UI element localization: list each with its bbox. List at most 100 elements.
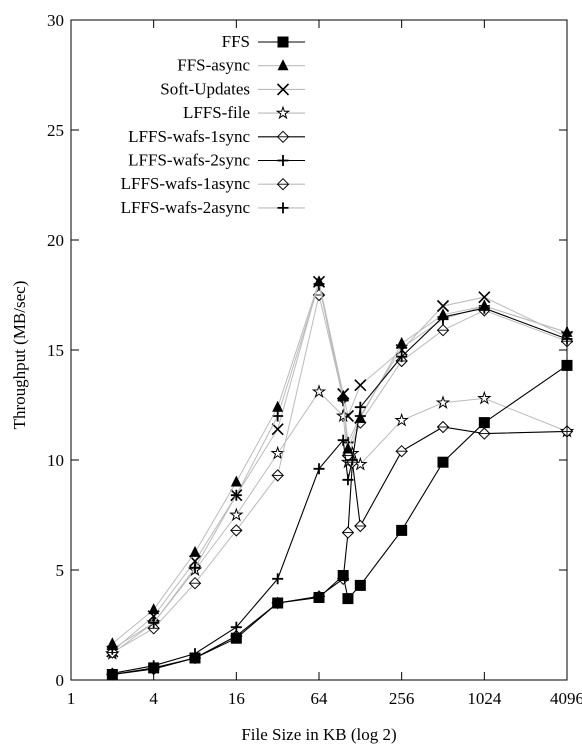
- series-line: [112, 426, 568, 676]
- data-point: [437, 456, 449, 468]
- data-point: [313, 592, 325, 603]
- data-point: [394, 412, 409, 427]
- data-point: [337, 434, 349, 446]
- x-tick-label: 256: [389, 689, 415, 708]
- y-axis-label: Throughput (MB/sec): [10, 281, 29, 430]
- data-point: [478, 427, 491, 440]
- data-point: [189, 562, 201, 574]
- series-line: [112, 294, 568, 653]
- data-point: [106, 637, 118, 649]
- data-point: [311, 384, 327, 398]
- data-point: [342, 442, 354, 454]
- legend-label: LFFS-wafs-2sync: [128, 151, 250, 170]
- data-point: [230, 621, 242, 633]
- data-point: [313, 463, 325, 475]
- data-point: [272, 410, 284, 422]
- legend-entry: FFS-async: [177, 56, 305, 75]
- data-point: [395, 444, 408, 458]
- data-point: [478, 291, 491, 304]
- data-point: [396, 336, 408, 348]
- data-point: [478, 417, 490, 429]
- data-point: [270, 445, 285, 460]
- axes-layer: 1 4 16 64 256 1024 4096 0 5 10 15 20 25 30: [47, 11, 582, 708]
- data-point: [435, 395, 451, 409]
- data-point: [148, 603, 160, 615]
- y-tick-label: 25: [47, 121, 64, 140]
- data-point: [354, 379, 367, 392]
- legend-marker: [277, 36, 289, 48]
- series-ffs: [106, 359, 573, 680]
- y-tick-label: 0: [56, 671, 65, 690]
- series-line: [111, 279, 568, 645]
- data-point: [271, 469, 284, 482]
- data-point: [337, 389, 349, 401]
- legend-marker: [275, 105, 291, 120]
- y-tick-label: 30: [47, 11, 64, 30]
- data-point: [189, 545, 201, 557]
- legend-marker: [277, 155, 289, 166]
- data-point: [437, 311, 449, 323]
- data-point: [396, 524, 408, 536]
- data-point: [188, 576, 202, 590]
- y-tick-label: 5: [56, 561, 65, 580]
- data-point: [230, 489, 242, 501]
- x-axis-label: File Size in KB (log 2): [241, 725, 396, 744]
- data-point: [230, 475, 242, 487]
- data-point: [229, 507, 244, 522]
- series-line: [112, 391, 568, 655]
- x-tick-label: 4: [149, 689, 158, 708]
- data-point: [396, 351, 408, 363]
- series-lffs-wafs-2sync: [106, 302, 573, 679]
- series-line: [112, 282, 568, 650]
- series-layer: [105, 275, 575, 681]
- data-point: [341, 526, 355, 539]
- legend-label: LFFS-wafs-1async: [121, 174, 251, 193]
- data-point: [354, 401, 366, 413]
- data-point: [342, 474, 354, 486]
- data-point: [436, 299, 450, 313]
- legend: FFS FFS-async Soft-Updates LFFS-file LFFS-wa…: [121, 32, 305, 217]
- x-tick-label: 1024: [467, 689, 502, 708]
- data-point: [106, 669, 118, 680]
- legend-marker: [277, 202, 289, 214]
- data-point: [272, 573, 284, 585]
- x-tick-label: 1: [67, 689, 76, 708]
- legend-entry: LFFS-wafs-1sync: [128, 127, 305, 146]
- data-point: [354, 579, 366, 591]
- data-point: [477, 390, 492, 405]
- data-point: [478, 302, 490, 314]
- data-point: [189, 652, 201, 664]
- legend-label: LFFS-file: [183, 103, 250, 122]
- data-point: [354, 411, 366, 423]
- legend-entry: LFFS-wafs-2sync: [128, 151, 305, 170]
- data-point: [230, 632, 242, 644]
- x-tick-label: 16: [228, 689, 245, 708]
- data-point: [313, 275, 325, 287]
- legend-label: Soft-Updates: [160, 79, 250, 98]
- series-soft-updates: [106, 275, 574, 658]
- series-line: [111, 281, 568, 652]
- legend-label: FFS: [222, 32, 250, 51]
- legend-marker: [276, 130, 290, 144]
- x-tick-label: 64: [311, 689, 329, 708]
- data-point: [335, 408, 351, 423]
- data-point: [354, 519, 367, 533]
- data-point: [271, 423, 284, 436]
- data-point: [342, 593, 354, 605]
- legend-label: FFS-async: [177, 56, 250, 75]
- data-point: [436, 420, 450, 434]
- series-line: [112, 307, 568, 674]
- series-lffs-wafs-2async: [106, 278, 573, 655]
- data-point: [272, 400, 284, 412]
- legend-entry: LFFS-wafs-2async: [121, 198, 305, 217]
- legend-marker: [276, 83, 290, 96]
- data-point: [346, 454, 358, 466]
- y-tick-label: 20: [47, 231, 64, 250]
- legend-entry: FFS: [222, 32, 305, 51]
- data-point: [148, 662, 160, 674]
- series-lffs-file: [105, 384, 575, 660]
- data-point: [436, 323, 450, 337]
- legend-entry: LFFS-wafs-1async: [121, 174, 305, 193]
- data-point: [148, 617, 160, 629]
